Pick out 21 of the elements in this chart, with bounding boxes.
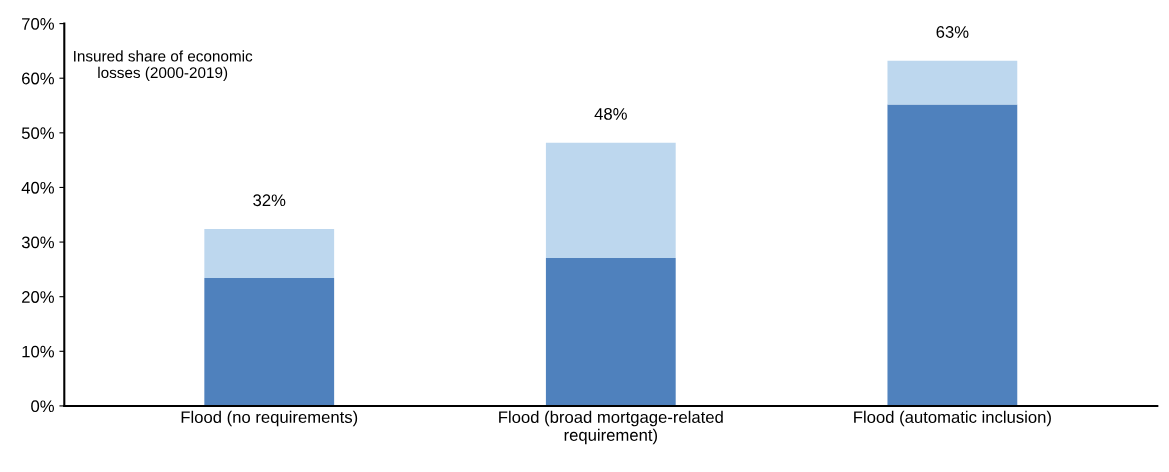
bar [545,257,676,406]
bar [204,228,335,279]
y-tick-label: 0% [31,400,54,413]
y-tick-label: 60% [22,72,54,85]
bar [887,60,1018,105]
x-tick-label: Flood (broad mortgage-related requirement) [499,410,723,445]
bar [545,142,676,258]
y-tick-label: 50% [21,127,54,140]
y-tick-label: 40% [21,181,54,194]
y-tick-label: 70% [22,18,54,30]
y-tick-label: 30% [21,236,54,249]
annotation: Insured share of economic losses (2000-2019) [74,50,253,82]
total-label: 32% [253,194,286,207]
y-tick-label: 20% [22,291,54,303]
bar [204,278,335,406]
x-tick-label: Flood (automatic inclusion) [854,410,1051,427]
total-label: 48% [594,108,627,120]
x-tick-label: Flood (no requirements) [181,410,358,427]
total-label: 63% [936,26,969,38]
bar [887,104,1018,406]
y-tick-label: 10% [22,345,54,358]
